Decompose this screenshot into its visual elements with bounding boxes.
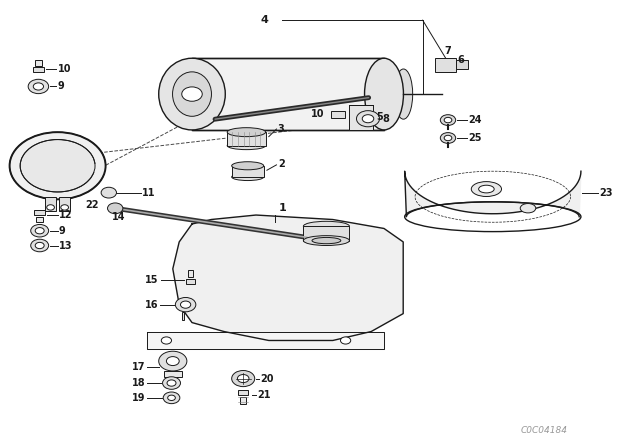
Text: 24: 24 [468, 115, 482, 125]
Bar [45, 197, 56, 211]
Text: 23: 23 [600, 188, 613, 198]
Text: 4: 4 [261, 15, 269, 25]
Circle shape [161, 337, 172, 344]
Text: 2: 2 [278, 159, 285, 169]
Ellipse shape [312, 237, 340, 244]
Text: 21: 21 [257, 390, 271, 400]
Ellipse shape [303, 236, 349, 246]
Text: 15: 15 [145, 275, 159, 284]
Text: 22: 22 [86, 200, 99, 210]
Text: 10: 10 [58, 65, 71, 74]
Text: 10: 10 [311, 109, 324, 119]
Polygon shape [173, 215, 403, 340]
Bar [238, 390, 248, 395]
Circle shape [175, 297, 196, 312]
Bar [303, 226, 349, 241]
Circle shape [180, 301, 191, 308]
Bar [456, 60, 468, 69]
Text: 13: 13 [59, 241, 72, 250]
Circle shape [163, 392, 180, 404]
Ellipse shape [365, 58, 403, 130]
Bar [35, 60, 42, 66]
Text: 3: 3 [278, 124, 285, 134]
Ellipse shape [159, 58, 225, 130]
Bar [186, 279, 195, 284]
Circle shape [444, 117, 452, 123]
Circle shape [444, 135, 452, 141]
Ellipse shape [303, 221, 349, 231]
Bar [192, 58, 384, 130]
Text: 12: 12 [59, 210, 72, 220]
Text: 14: 14 [112, 212, 125, 222]
Text: 25: 25 [468, 133, 482, 143]
Bar [349, 105, 373, 130]
Polygon shape [147, 332, 384, 349]
Circle shape [182, 87, 202, 101]
Circle shape [440, 133, 456, 143]
Circle shape [232, 370, 255, 387]
Circle shape [61, 205, 68, 210]
Bar [240, 397, 246, 404]
Text: 7: 7 [445, 46, 452, 56]
Bar [59, 197, 70, 211]
Text: 9: 9 [59, 226, 66, 236]
Ellipse shape [227, 128, 266, 137]
Bar [331, 111, 345, 118]
Text: 16: 16 [145, 300, 159, 310]
Text: 1: 1 [278, 203, 286, 213]
Bar [164, 371, 182, 377]
Ellipse shape [227, 142, 266, 150]
Circle shape [167, 380, 176, 386]
Ellipse shape [232, 162, 264, 170]
Circle shape [340, 337, 351, 344]
Circle shape [237, 375, 249, 383]
Bar [182, 312, 184, 320]
Text: 6: 6 [457, 55, 464, 65]
Circle shape [31, 239, 49, 252]
Text: 9: 9 [58, 82, 65, 91]
Text: 11: 11 [142, 188, 156, 198]
Circle shape [35, 228, 44, 234]
Ellipse shape [471, 181, 502, 197]
Ellipse shape [173, 72, 211, 116]
Bar [435, 58, 456, 72]
Bar [33, 67, 44, 72]
Text: 18: 18 [132, 378, 146, 388]
Ellipse shape [232, 173, 264, 181]
Circle shape [10, 132, 106, 199]
Circle shape [168, 395, 175, 401]
Circle shape [440, 115, 456, 125]
Circle shape [20, 140, 95, 192]
Circle shape [166, 357, 179, 366]
Circle shape [47, 205, 54, 210]
Circle shape [28, 79, 49, 94]
Ellipse shape [520, 203, 536, 213]
Text: 5: 5 [376, 112, 383, 122]
Text: 20: 20 [260, 374, 274, 383]
Circle shape [33, 83, 44, 90]
Text: 17: 17 [132, 362, 146, 372]
Text: 19: 19 [132, 393, 146, 403]
Circle shape [108, 203, 123, 214]
Text: C0C04184: C0C04184 [520, 426, 568, 435]
Bar [34, 210, 45, 215]
Text: 8: 8 [383, 114, 390, 124]
Bar [232, 166, 264, 177]
Bar [188, 270, 193, 277]
Circle shape [31, 224, 49, 237]
Ellipse shape [394, 69, 413, 119]
Circle shape [163, 377, 180, 389]
Circle shape [356, 111, 380, 127]
Circle shape [159, 351, 187, 371]
Circle shape [362, 115, 374, 123]
Ellipse shape [479, 185, 494, 193]
Circle shape [101, 187, 116, 198]
Bar [227, 132, 266, 146]
Bar [36, 217, 43, 222]
Polygon shape [404, 171, 581, 217]
Circle shape [35, 242, 44, 249]
